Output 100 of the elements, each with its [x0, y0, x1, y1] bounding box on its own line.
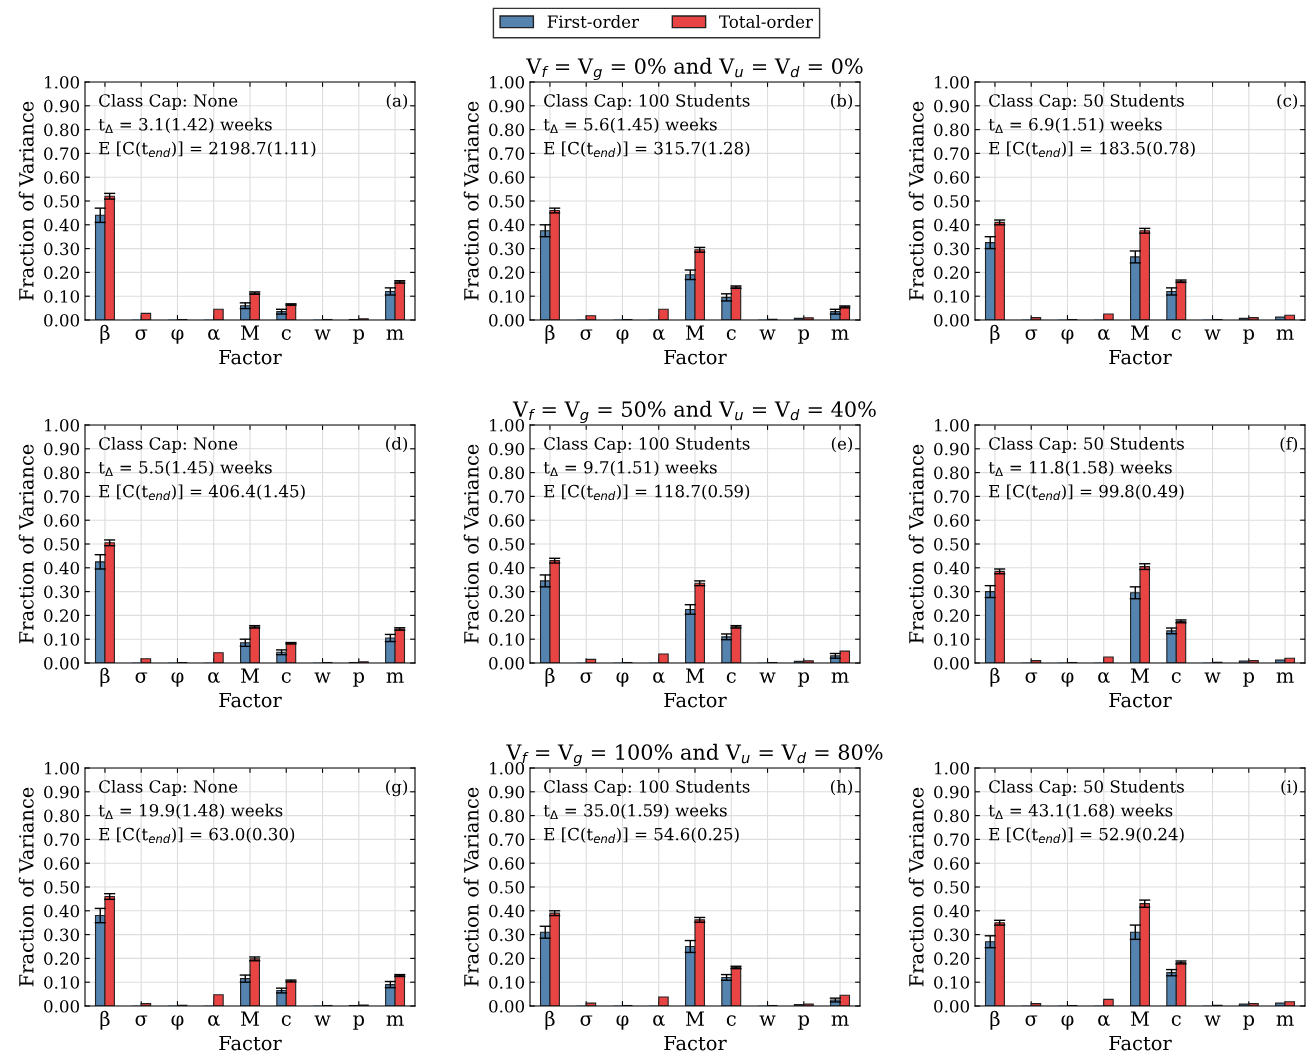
y-tick-label: 0.10 [489, 633, 525, 646]
y-tick-label: 1.00 [935, 418, 970, 432]
y-tick-label: 0.40 [44, 561, 80, 575]
y-tick-label: 0.70 [489, 147, 525, 160]
x-tick-label: α [1098, 1015, 1110, 1026]
y-tick-label: 0.10 [934, 976, 970, 989]
annotation: Class Cap: 100 Students [544, 93, 750, 111]
y-tick-label: 1.00 [45, 418, 80, 432]
y-tick-label: 0.70 [44, 833, 80, 846]
x-tick-label: β [100, 667, 110, 687]
x-tick-label: m [1276, 1015, 1294, 1026]
y-tick-label: 0.90 [44, 99, 80, 113]
annotation: E [C(t$_{end}$)] = 99.8(0.49) [989, 484, 1184, 501]
y-tick-label: 0.60 [934, 171, 970, 184]
y-tick-label: 0.40 [489, 904, 525, 918]
annotation: (g) [386, 779, 408, 797]
annotation: Class Cap: 100 Students [544, 436, 750, 454]
y-tick-label: 0.50 [934, 537, 970, 551]
x-tick-label: p [798, 1015, 810, 1030]
y-tick-label: 0.20 [934, 609, 970, 622]
x-tick-label: w [759, 329, 776, 340]
x-tick-label: M [241, 668, 259, 683]
annotation: E [C(t$_{end}$)] = 315.7(1.28) [544, 141, 750, 158]
y-tick-label: 0.60 [44, 514, 80, 527]
x-tick-label: p [353, 329, 365, 344]
y-tick-label: 0.30 [489, 242, 525, 256]
x-axis-title: Factor [1109, 1035, 1172, 1051]
y-tick-label: 0.90 [934, 99, 970, 113]
x-tick-label: M [1131, 1011, 1149, 1026]
y-tick-label: 0.70 [934, 490, 970, 503]
y-tick-label: 0.30 [44, 242, 80, 256]
y-axis-title: Fraction of Variance [18, 101, 34, 301]
y-axis-title: Fraction of Variance [463, 787, 479, 987]
annotation: (c) [1277, 93, 1298, 110]
y-tick-label: 0.30 [934, 585, 970, 599]
x-tick-label: σ [1025, 329, 1038, 340]
x-tick-label: c [281, 1015, 291, 1026]
y-tick-label: 0.20 [44, 609, 80, 622]
y-axis-title: Fraction of Variance [908, 101, 924, 301]
annotation: (e) [831, 436, 853, 453]
annotation: t$_{Δ}$ = 5.5(1.45) weeks [98, 460, 272, 477]
x-tick-label: α [208, 329, 220, 340]
x-tick-label: φ [1061, 329, 1074, 344]
x-tick-label: p [353, 1015, 365, 1030]
x-tick-label: α [653, 329, 665, 340]
y-tick-label: 0.00 [44, 999, 80, 1013]
x-tick-label: p [798, 329, 810, 344]
y-tick-label: 0.00 [489, 999, 525, 1013]
y-tick-label: 0.10 [44, 290, 80, 303]
x-tick-label: m [1276, 329, 1294, 340]
x-tick-label: p [1243, 1015, 1255, 1030]
y-tick-label: 0.30 [934, 242, 970, 256]
x-tick-label: α [208, 1015, 220, 1026]
annotation: E [C(t$_{end}$)] = 183.5(0.78) [989, 141, 1195, 158]
y-tick-label: 1.00 [490, 75, 525, 89]
x-tick-label: c [1171, 329, 1181, 340]
annotation: E [C(t$_{end}$)] = 406.4(1.45) [99, 484, 305, 501]
annotation: E [C(t$_{end}$)] = 52.9(0.24) [989, 827, 1184, 844]
y-tick-label: 0.80 [44, 123, 80, 137]
annotation: Class Cap: 50 Students [989, 436, 1184, 454]
annotation: t$_{Δ}$ = 6.9(1.51) weeks [988, 117, 1162, 134]
y-tick-label: 0.80 [489, 809, 525, 823]
y-tick-label: 0.60 [934, 857, 970, 870]
y-tick-label: 0.80 [489, 123, 525, 137]
y-tick-label: 0.10 [44, 976, 80, 989]
y-tick-label: 0.00 [934, 999, 970, 1013]
x-tick-label: c [1171, 1015, 1181, 1026]
x-tick-label: p [1243, 329, 1255, 344]
x-tick-label: M [686, 325, 704, 340]
x-tick-label: M [686, 668, 704, 683]
y-tick-label: 0.30 [489, 928, 525, 942]
y-tick-label: 0.90 [934, 785, 970, 799]
y-tick-label: 0.20 [44, 266, 80, 279]
y-tick-label: 0.00 [44, 313, 80, 327]
y-tick-label: 1.00 [45, 75, 80, 89]
y-tick-label: 0.30 [44, 585, 80, 599]
y-axis-title: Fraction of Variance [463, 101, 479, 301]
y-tick-label: 0.60 [44, 857, 80, 870]
y-tick-label: 0.80 [44, 809, 80, 823]
x-tick-label: φ [616, 1015, 629, 1030]
x-tick-label: w [314, 1015, 331, 1026]
x-tick-label: w [314, 672, 331, 683]
y-tick-label: 1.00 [935, 761, 970, 775]
chart-title: V$_{f}$ = V$_{g}$ = 0% and V$_{u}$ = V$_{d}$ = 0% [526, 57, 863, 81]
x-axis-title: Factor [664, 692, 727, 708]
legend-label: Total-order [719, 15, 813, 28]
x-tick-label: σ [580, 672, 593, 683]
y-axis-title: Fraction of Variance [908, 444, 924, 644]
x-axis-title: Factor [219, 1035, 282, 1051]
annotation: t$_{Δ}$ = 3.1(1.42) weeks [98, 117, 272, 134]
y-tick-label: 0.50 [489, 537, 525, 551]
y-tick-label: 0.10 [489, 290, 525, 303]
annotation: (i) [1281, 779, 1298, 796]
x-tick-label: p [798, 672, 810, 687]
annotation: (a) [386, 93, 408, 110]
y-axis-title: Fraction of Variance [18, 787, 34, 987]
y-tick-label: 0.50 [934, 880, 970, 894]
x-tick-label: α [1098, 329, 1110, 340]
y-tick-label: 0.40 [489, 218, 525, 232]
y-tick-label: 0.70 [489, 490, 525, 503]
